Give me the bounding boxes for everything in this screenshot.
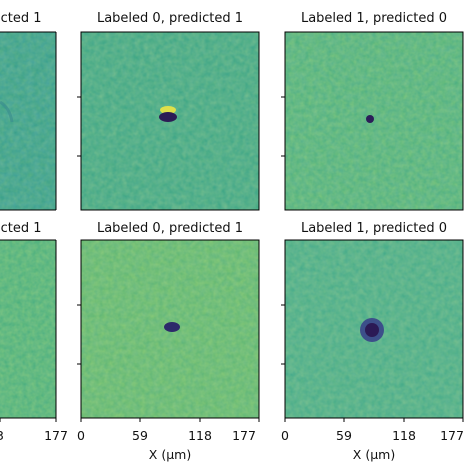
x-tick-label: 177 (440, 428, 464, 443)
panel-title: Labeled 1, predicted 0 (301, 221, 447, 236)
x-ticks (80, 418, 260, 422)
heatmap-ring-fragment (0, 100, 14, 123)
y-ticks (77, 96, 81, 157)
panel-title: Labeled 0, predicted 1 (97, 221, 243, 236)
x-tick-label: 118 (392, 428, 416, 443)
x-tick-label: 3 (0, 428, 4, 443)
heatmap-noise-2 (0, 32, 56, 210)
x-tick-label: 0 (281, 428, 289, 443)
panel-4: icted 1 3 177 (0, 221, 68, 443)
y-ticks (77, 304, 81, 365)
dark-spot (159, 112, 177, 122)
x-tick-label: 118 (188, 428, 212, 443)
x-tick-label: 177 (232, 428, 256, 443)
panel-3: Labeled 1, predicted 0 (281, 11, 464, 211)
y-ticks (281, 304, 285, 365)
panel-5: Labeled 0, predicted 1 0 59 118 177 X (μ… (77, 221, 260, 462)
x-tick-label: 59 (132, 428, 148, 443)
panel-title: Labeled 1, predicted 0 (301, 11, 447, 26)
x-ticks (284, 418, 464, 422)
panel-title: Labeled 0, predicted 1 (97, 11, 243, 26)
bright-rim (160, 106, 176, 114)
panel-title: icted 1 (0, 11, 42, 26)
x-axis-label: X (μm) (149, 447, 191, 462)
dark-ring-inner (365, 323, 379, 337)
dark-spot (164, 322, 180, 332)
heatmap-noise-2 (285, 32, 463, 210)
x-tick-label: 59 (336, 428, 352, 443)
panel-6: Labeled 1, predicted 0 0 59 118 177 X (μ… (281, 221, 464, 462)
panel-frame (284, 31, 464, 211)
x-tick-label: 0 (77, 428, 85, 443)
panel-1: icted 1 (0, 11, 57, 211)
x-tick-label: 177 (44, 428, 68, 443)
panel-frame (284, 239, 464, 419)
panel-frame (80, 31, 260, 211)
x-ticks (0, 418, 57, 422)
y-ticks (281, 96, 285, 157)
panel-title: icted 1 (0, 221, 42, 236)
heatmap-noise-2 (0, 240, 56, 418)
panel-frame (80, 239, 260, 419)
panel-2: Labeled 0, predicted 1 (77, 11, 260, 211)
dark-dot (366, 115, 374, 123)
x-axis-label: X (μm) (353, 447, 395, 462)
